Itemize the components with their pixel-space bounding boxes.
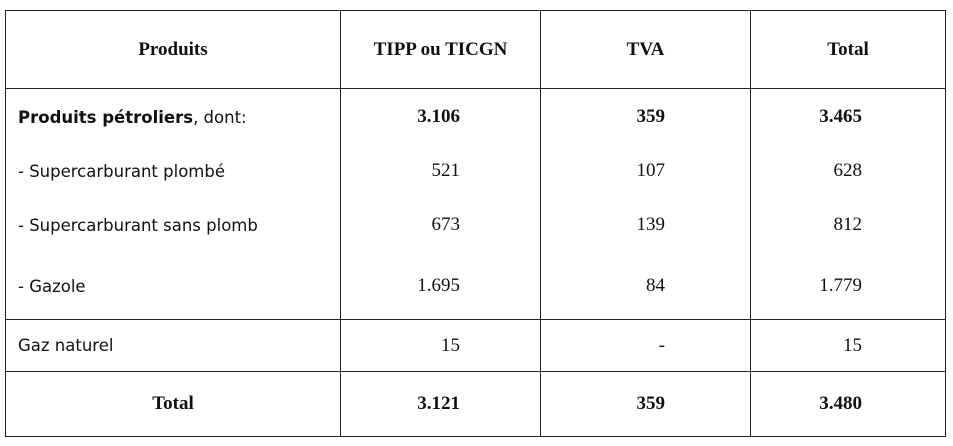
tax-table: Produits TIPP ou TICGN TVA Total Produit… [5,10,946,437]
header-cell: TIPP ou TICGN [340,10,541,89]
value-cell: 812 [750,197,946,253]
value-cell: 107 [540,145,751,197]
value-cell: 359 [540,88,751,145]
table-row: Gaz naturel 15-15 [5,319,946,372]
row-label: Total [152,393,194,414]
label-cell: - Gazole [5,253,341,320]
label-cell: Gaz naturel [5,319,341,372]
value-cell: 521 [340,145,541,197]
value-cell: 139 [540,197,751,253]
value-cell: - [540,319,751,372]
table-row: Total 3.121 359 3.480 [5,371,946,437]
value-cell: 15 [750,319,946,372]
value-cell: 84 [540,253,751,320]
table-row: Produits pétroliers, dont: 3.106 359 3.465 [5,88,946,145]
row-label-suffix: , dont: [193,107,247,127]
header-cell: TVA [540,10,751,89]
value-cell: 628 [750,145,946,197]
value-cell: 3.480 [750,371,946,437]
row-label: Gaz naturel [18,336,114,355]
table-row: - Supercarburant plombé 521 107 628 [5,145,946,197]
table-row: - Gazole 1.695 84 1.779 [5,253,946,320]
row-label: - Supercarburant plombé [18,161,225,181]
value-cell: 3.121 [340,371,541,437]
value-cell: 1.779 [750,253,946,320]
label-cell: - Supercarburant sans plomb [5,197,341,253]
row-label: - Supercarburant sans plomb [18,215,258,235]
value-cell: 3.465 [750,88,946,145]
value-cell: 1.695 [340,253,541,320]
value-cell: 3.106 [340,88,541,145]
header-row: Produits TIPP ou TICGN TVA Total [5,10,946,89]
row-label: Produits pétroliers [18,107,194,127]
header-cell: Total [750,10,946,89]
row-label: - Gazole [18,276,86,296]
value-cell: 359 [540,371,751,437]
value-cell: 15 [340,319,541,372]
value-cell: 673 [340,197,541,253]
label-cell: Produits pétroliers, dont: [5,88,341,145]
label-cell: - Supercarburant plombé [5,145,341,197]
label-cell: Total [5,371,341,437]
header-cell: Produits [5,10,341,89]
table-row: - Supercarburant sans plomb 673 139 812 [5,197,946,253]
